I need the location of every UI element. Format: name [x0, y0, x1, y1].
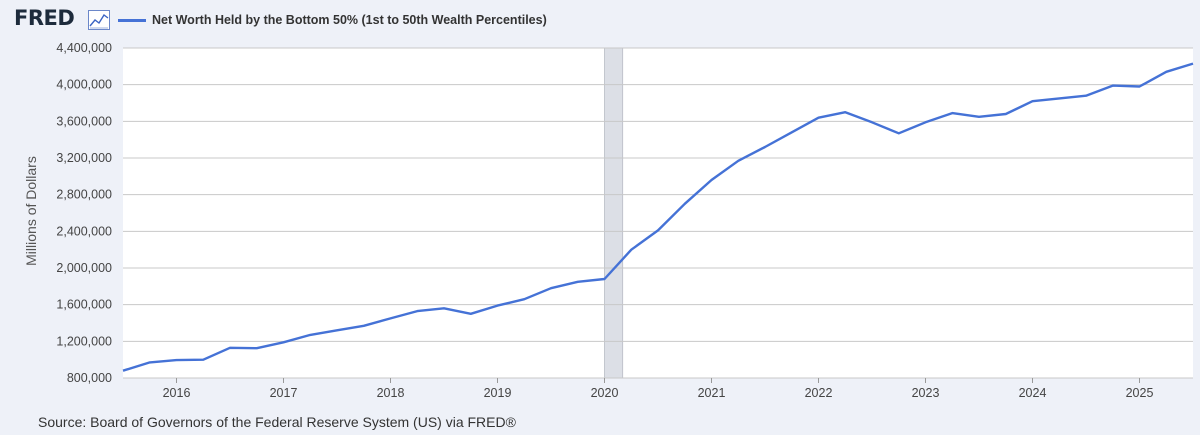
y-tick-label: 2,000,000 — [56, 261, 112, 275]
y-tick-label: 1,600,000 — [56, 298, 112, 312]
y-tick-label: 2,400,000 — [56, 224, 112, 238]
legend: Net Worth Held by the Bottom 50% (1st to… — [118, 13, 547, 27]
y-tick-label: 1,200,000 — [56, 334, 112, 348]
fred-logo[interactable]: FRED — [14, 6, 75, 30]
x-tick-label: 2018 — [377, 386, 405, 400]
x-tick-label: 2019 — [484, 386, 512, 400]
y-tick-label: 3,200,000 — [56, 151, 112, 165]
y-tick-label: 4,400,000 — [56, 41, 112, 55]
y-tick-label: 2,800,000 — [56, 188, 112, 202]
x-tick-label: 2017 — [270, 386, 298, 400]
x-tick-label: 2022 — [805, 386, 833, 400]
x-tick-label: 2020 — [591, 386, 619, 400]
x-tick-label: 2021 — [698, 386, 726, 400]
recession-shading — [604, 47, 624, 379]
x-tick-label: 2023 — [912, 386, 940, 400]
y-tick-label: 800,000 — [67, 371, 112, 385]
y-tick-label: 3,600,000 — [56, 114, 112, 128]
x-tick-label: 2016 — [163, 386, 191, 400]
x-tick-label: 2024 — [1019, 386, 1047, 400]
source-note: Source: Board of Governors of the Federa… — [38, 414, 516, 430]
chart-trend-icon — [88, 10, 110, 30]
series-line — [122, 62, 1194, 372]
x-tick-label: 2025 — [1126, 386, 1154, 400]
plot-area — [123, 48, 1193, 378]
legend-swatch — [118, 18, 146, 22]
legend-label: Net Worth Held by the Bottom 50% (1st to… — [152, 13, 547, 27]
y-tick-label: 4,000,000 — [56, 78, 112, 92]
